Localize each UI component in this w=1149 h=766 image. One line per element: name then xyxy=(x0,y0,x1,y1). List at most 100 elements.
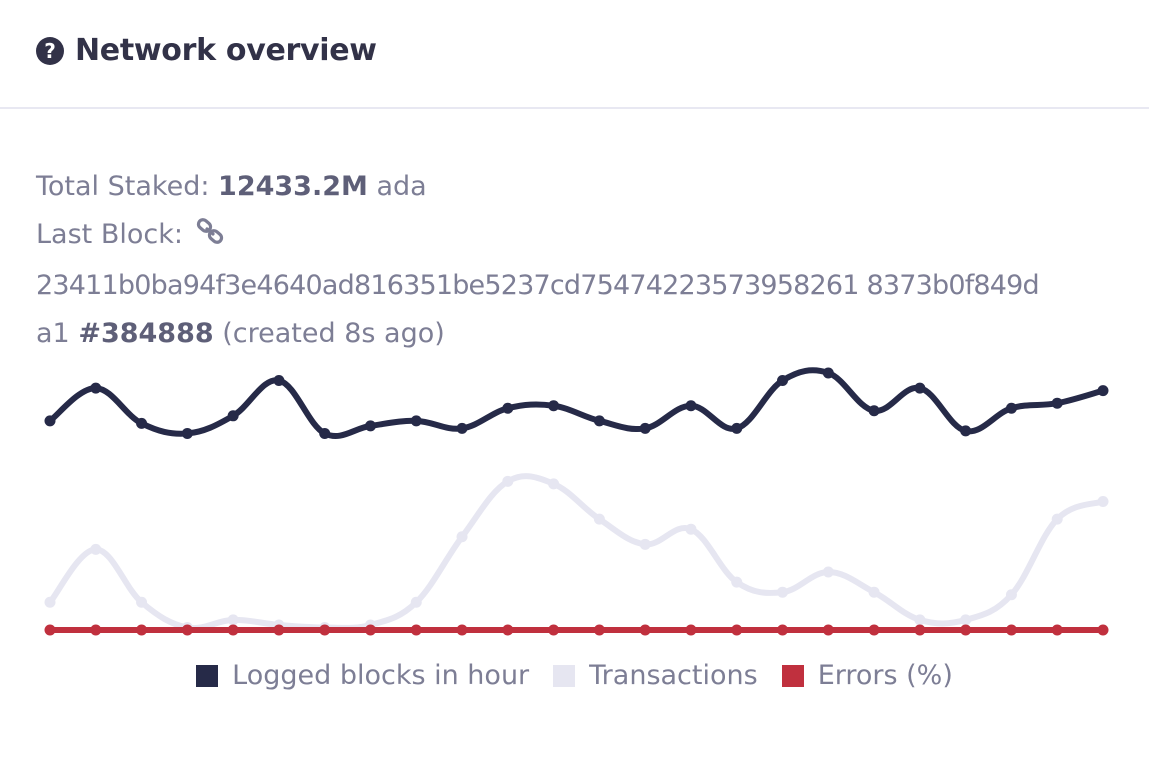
series-errors-point[interactable] xyxy=(1051,624,1063,636)
series-blocks-point[interactable] xyxy=(364,420,376,432)
network-chart xyxy=(44,367,1109,636)
total-staked-unit: ada xyxy=(376,171,427,202)
series-errors-point[interactable] xyxy=(960,624,972,636)
series-errors-point[interactable] xyxy=(548,624,560,636)
series-transactions-point[interactable] xyxy=(914,614,926,626)
legend-item-blocks[interactable]: Logged blocks in hour xyxy=(196,660,529,691)
series-blocks-point[interactable] xyxy=(639,422,651,434)
series-transactions-point[interactable] xyxy=(1005,589,1017,601)
legend-swatch-blocks xyxy=(196,664,219,687)
series-errors-point[interactable] xyxy=(914,624,926,636)
series-blocks-point[interactable] xyxy=(273,375,285,387)
block-hash-line-1[interactable]: 23411b0ba94f3e4640ad816351be5237cd754742… xyxy=(36,270,1040,301)
series-errors-point[interactable] xyxy=(273,624,285,636)
series-blocks-point[interactable] xyxy=(685,400,697,412)
series-blocks-point[interactable] xyxy=(1005,402,1017,414)
series-errors-point[interactable] xyxy=(181,624,193,636)
series-errors-point[interactable] xyxy=(136,624,148,636)
block-hash-line-2[interactable]: a1 xyxy=(36,318,70,349)
series-transactions-point[interactable] xyxy=(1051,513,1063,525)
series-blocks-line xyxy=(47,367,1106,440)
series-errors-point[interactable] xyxy=(685,624,697,636)
series-blocks-point[interactable] xyxy=(502,402,514,414)
network-stats: Total Staked: 12433.2M ada Last Block: 2… xyxy=(36,163,1116,358)
series-blocks-point[interactable] xyxy=(44,415,56,427)
series-errors-point[interactable] xyxy=(456,624,468,636)
series-transactions-point[interactable] xyxy=(685,523,697,535)
series-transactions-point[interactable] xyxy=(136,596,148,608)
block-created: (created 8s ago) xyxy=(222,318,445,349)
series-blocks xyxy=(44,367,1109,440)
series-errors-point[interactable] xyxy=(822,624,834,636)
total-staked-row: Total Staked: 12433.2M ada xyxy=(36,163,1116,211)
series-transactions-point[interactable] xyxy=(44,596,56,608)
series-transactions-point[interactable] xyxy=(410,596,422,608)
block-hash-line-2-row: a1 #384888 (created 8s ago) xyxy=(36,310,1116,358)
series-errors-point[interactable] xyxy=(364,624,376,636)
series-errors-point[interactable] xyxy=(777,624,789,636)
series-transactions-point[interactable] xyxy=(502,475,514,487)
series-transactions-point[interactable] xyxy=(777,586,789,598)
series-transactions-point[interactable] xyxy=(593,513,605,525)
series-transactions-point[interactable] xyxy=(960,614,972,626)
card-header: ? Network overview xyxy=(0,0,1149,109)
legend-label-transactions: Transactions xyxy=(589,660,758,691)
block-number[interactable]: #384888 xyxy=(78,318,214,349)
last-block-label: Last Block: xyxy=(36,219,183,250)
series-transactions-point[interactable] xyxy=(868,586,880,598)
series-blocks-point[interactable] xyxy=(822,367,834,379)
legend-label-blocks: Logged blocks in hour xyxy=(232,660,530,691)
total-staked-value: 12433.2M xyxy=(218,171,368,202)
series-blocks-point[interactable] xyxy=(1097,385,1109,397)
series-blocks-point[interactable] xyxy=(181,427,193,439)
legend-label-errors: Errors (%) xyxy=(817,660,953,691)
series-errors-point[interactable] xyxy=(502,624,514,636)
series-transactions-point[interactable] xyxy=(822,566,834,578)
series-transactions-line xyxy=(47,473,1106,632)
series-transactions xyxy=(44,473,1109,633)
series-transactions-point[interactable] xyxy=(1097,495,1109,507)
series-blocks-point[interactable] xyxy=(593,415,605,427)
series-errors-point[interactable] xyxy=(1005,624,1017,636)
series-errors-point[interactable] xyxy=(410,624,422,636)
series-errors-point[interactable] xyxy=(44,624,56,636)
series-errors-point[interactable] xyxy=(868,624,880,636)
series-transactions-point[interactable] xyxy=(456,531,468,543)
series-blocks-point[interactable] xyxy=(90,382,102,394)
series-errors-point[interactable] xyxy=(227,624,239,636)
series-errors-point[interactable] xyxy=(90,624,102,636)
link-icon[interactable] xyxy=(196,214,226,262)
series-errors-point[interactable] xyxy=(319,624,331,636)
series-blocks-point[interactable] xyxy=(914,382,926,394)
series-transactions-point[interactable] xyxy=(548,478,560,490)
legend-swatch-errors xyxy=(781,664,804,687)
total-staked-label: Total Staked: xyxy=(36,171,210,202)
series-errors-point[interactable] xyxy=(1097,624,1109,636)
series-transactions-point[interactable] xyxy=(90,543,102,555)
card-title: Network overview xyxy=(75,33,377,68)
series-blocks-point[interactable] xyxy=(227,410,239,422)
series-blocks-point[interactable] xyxy=(410,415,422,427)
legend-item-transactions[interactable]: Transactions xyxy=(553,660,758,691)
series-blocks-point[interactable] xyxy=(1051,397,1063,409)
series-errors-point[interactable] xyxy=(731,624,743,636)
series-blocks-point[interactable] xyxy=(868,405,880,417)
legend-swatch-transactions xyxy=(553,664,576,687)
series-transactions-point[interactable] xyxy=(227,614,239,626)
series-errors-point[interactable] xyxy=(639,624,651,636)
series-blocks-point[interactable] xyxy=(731,422,743,434)
series-blocks-point[interactable] xyxy=(319,427,331,439)
question-circle-icon[interactable]: ? xyxy=(36,36,64,65)
series-errors-point[interactable] xyxy=(593,624,605,636)
series-transactions-point[interactable] xyxy=(731,576,743,588)
series-transactions-point[interactable] xyxy=(639,538,651,550)
series-blocks-point[interactable] xyxy=(960,425,972,437)
legend-item-errors[interactable]: Errors (%) xyxy=(781,660,953,691)
series-blocks-point[interactable] xyxy=(548,400,560,412)
series-blocks-point[interactable] xyxy=(777,375,789,387)
series-blocks-point[interactable] xyxy=(136,417,148,429)
series-errors xyxy=(44,624,1109,636)
chart-legend: Logged blocks in hour Transactions Error… xyxy=(0,660,1149,691)
series-blocks-point[interactable] xyxy=(456,422,468,434)
